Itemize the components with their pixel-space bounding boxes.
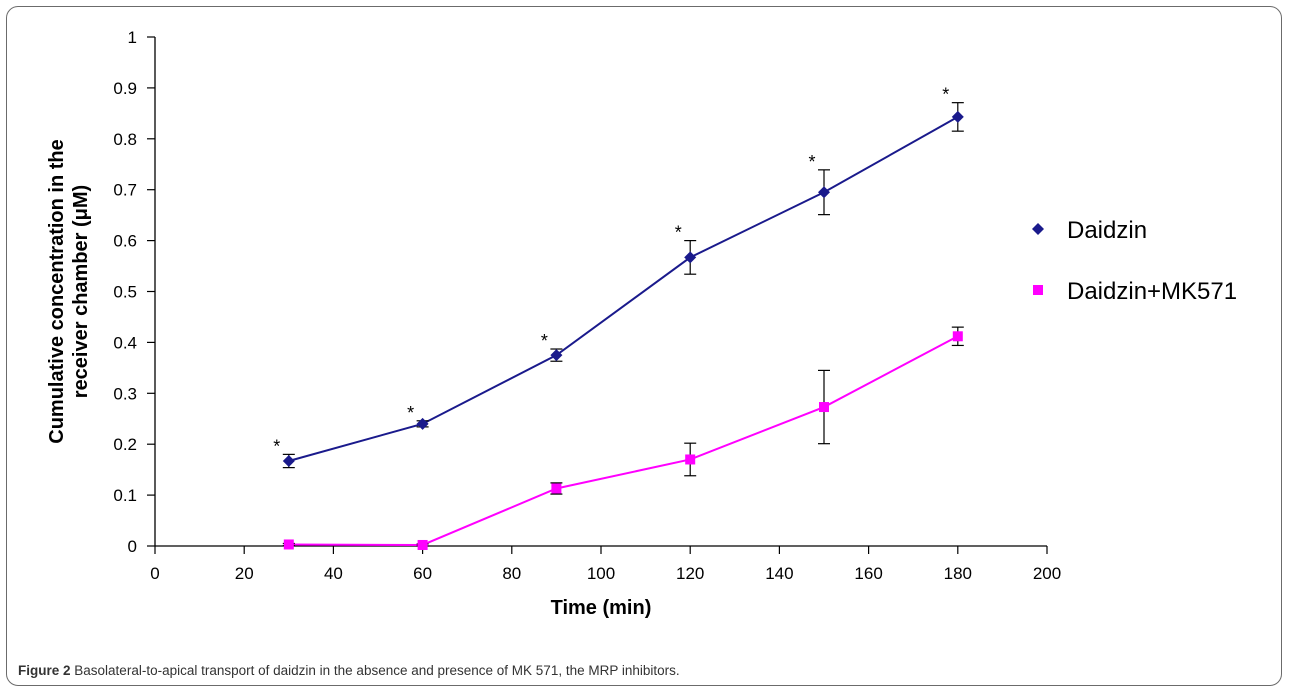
y-tick-label: 0.9 bbox=[113, 79, 137, 98]
figure-caption: Figure 2 Basolateral-to-apical transport… bbox=[18, 663, 1268, 678]
x-tick-label: 80 bbox=[502, 564, 521, 583]
data-point-diamond bbox=[550, 349, 563, 362]
data-point-diamond bbox=[416, 417, 429, 430]
y-tick-label: 0.7 bbox=[113, 181, 137, 200]
data-point-diamond bbox=[818, 186, 830, 199]
legend-marker-square bbox=[1033, 285, 1043, 295]
series-0: * * * * * * bbox=[273, 85, 964, 469]
x-tick-label: 20 bbox=[235, 564, 254, 583]
y-axis-title-line-2: receiver chamber (μM) bbox=[70, 185, 92, 398]
x-tick-label: 140 bbox=[765, 564, 793, 583]
y-tick-label: 0.8 bbox=[113, 130, 137, 149]
figure-frame bbox=[6, 6, 1282, 686]
data-point-diamond bbox=[282, 454, 295, 467]
data-point-square bbox=[952, 331, 963, 342]
x-tick-label: 60 bbox=[413, 564, 432, 583]
x-tick-label: 160 bbox=[854, 564, 882, 583]
series-1 bbox=[282, 326, 964, 550]
data-point-diamond bbox=[951, 110, 964, 123]
figure-caption-label: Figure 2 bbox=[18, 663, 71, 678]
y-tick-label: 0.1 bbox=[113, 486, 137, 505]
axes: 0 20 40 60 80 100 120 140 160 180 200 0 0.1 0.2 0.3 0.4… bbox=[113, 28, 1061, 583]
legend-marker-diamond bbox=[1032, 223, 1044, 235]
legend-label: Daidzin bbox=[1067, 217, 1147, 244]
data-point-square bbox=[417, 539, 428, 550]
significance-marker: * bbox=[541, 331, 548, 351]
y-tick-label: 0.5 bbox=[113, 283, 137, 302]
significance-marker: * bbox=[273, 436, 280, 456]
legend-label: Daidzin+MK571 bbox=[1067, 278, 1237, 305]
significance-marker: * bbox=[942, 85, 949, 105]
data-point-square bbox=[283, 539, 294, 550]
figure-caption-text: Basolateral-to-apical transport of daidz… bbox=[74, 663, 680, 678]
series-line bbox=[288, 116, 959, 462]
significance-marker: * bbox=[675, 223, 682, 243]
data-point-square bbox=[551, 483, 562, 494]
x-tick-label: 40 bbox=[324, 564, 343, 583]
x-tick-label: 120 bbox=[676, 564, 704, 583]
x-tick-label: 100 bbox=[587, 564, 615, 583]
y-tick-label: 1 bbox=[128, 28, 137, 47]
series-line bbox=[288, 335, 959, 546]
y-tick-label: 0.4 bbox=[113, 333, 137, 352]
x-axis-title: Time (min) bbox=[551, 597, 652, 619]
x-tick-label: 0 bbox=[150, 564, 159, 583]
series-layer: * * * * * * bbox=[273, 85, 964, 550]
y-axis-title-line-1: Cumulative concentration in the bbox=[46, 139, 68, 443]
y-tick-label: 0.6 bbox=[113, 232, 137, 251]
legend: Daidzin Daidzin+MK571 bbox=[1032, 217, 1237, 305]
significance-marker: * bbox=[808, 152, 815, 172]
y-tick-label: 0.2 bbox=[113, 435, 137, 454]
data-point-square bbox=[819, 402, 829, 413]
data-point-square bbox=[685, 454, 696, 465]
significance-marker: * bbox=[407, 403, 414, 423]
y-tick-label: 0.3 bbox=[113, 384, 137, 403]
data-point-diamond bbox=[684, 251, 697, 264]
y-tick-label: 0 bbox=[128, 537, 137, 556]
x-tick-label: 200 bbox=[1033, 564, 1061, 583]
x-tick-label: 180 bbox=[944, 564, 972, 583]
